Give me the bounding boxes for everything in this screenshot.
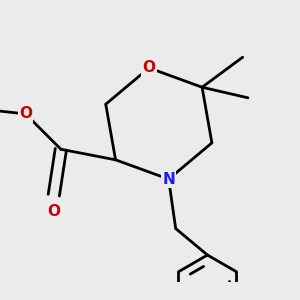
Text: N: N — [162, 172, 175, 187]
Text: O: O — [47, 203, 60, 218]
Text: O: O — [19, 106, 32, 122]
Text: O: O — [142, 60, 155, 75]
